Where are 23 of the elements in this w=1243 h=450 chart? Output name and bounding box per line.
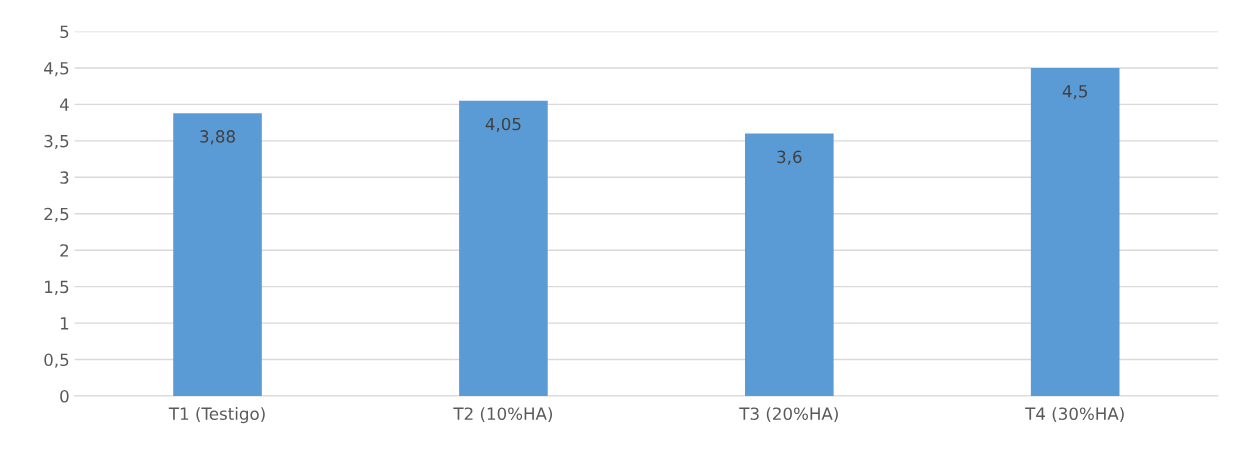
data-label: 4,05 xyxy=(485,117,521,133)
y-tick-label: 3,5 xyxy=(44,134,69,150)
x-tick-label: T2 (10%HA) xyxy=(453,407,553,422)
data-label: 3,88 xyxy=(200,130,235,145)
y-tick-label: 0,5 xyxy=(44,353,69,368)
bar xyxy=(173,113,262,396)
data-label: 4,5 xyxy=(1062,85,1087,100)
y-tick-label: 5 xyxy=(60,25,69,39)
bar xyxy=(459,100,548,396)
y-tick-label: 4,5 xyxy=(44,62,69,77)
y-tick-label: 2,5 xyxy=(44,207,69,223)
data-label: 3,6 xyxy=(777,150,802,165)
x-tick-label: T3 (20%HA) xyxy=(739,407,838,422)
y-tick-label: 1 xyxy=(60,317,69,330)
y-tick-label: 4 xyxy=(59,98,69,111)
x-tick-label: T4 (30%HA) xyxy=(1025,407,1124,422)
bar xyxy=(1030,67,1120,396)
y-tick-label: 1,5 xyxy=(45,280,69,295)
bar xyxy=(744,133,834,396)
y-tick-label: 0 xyxy=(60,389,69,403)
y-tick-label: 3 xyxy=(60,171,69,184)
y-tick-label: 2 xyxy=(60,244,69,257)
x-tick-label: T1 (Testigo) xyxy=(168,407,265,424)
